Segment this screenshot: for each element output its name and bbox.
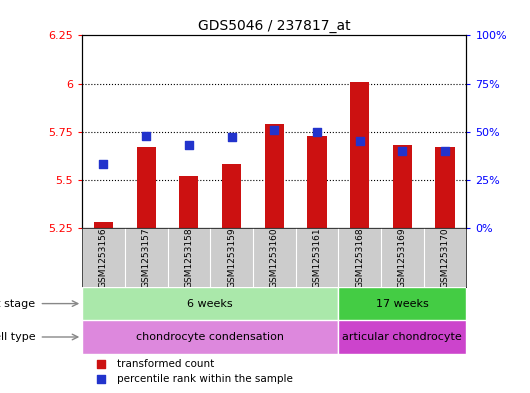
- Bar: [436, 147, 455, 228]
- Text: GSM1253157: GSM1253157: [142, 227, 151, 288]
- Bar: [350, 82, 369, 228]
- Bar: [137, 147, 156, 228]
- Point: [356, 138, 364, 144]
- Text: articular chondrocyte: articular chondrocyte: [342, 332, 462, 342]
- Text: development stage: development stage: [0, 299, 35, 309]
- Bar: [222, 164, 241, 228]
- Point: [142, 132, 151, 139]
- Point: [441, 148, 449, 154]
- Text: GSM1253169: GSM1253169: [398, 227, 407, 288]
- Title: GDS5046 / 237817_at: GDS5046 / 237817_at: [198, 19, 350, 33]
- Text: GSM1253156: GSM1253156: [99, 227, 108, 288]
- Text: GSM1253159: GSM1253159: [227, 227, 236, 288]
- Text: GSM1253161: GSM1253161: [313, 227, 322, 288]
- Bar: [82, 320, 338, 354]
- Text: 6 weeks: 6 weeks: [188, 299, 233, 309]
- Bar: [179, 176, 199, 228]
- Bar: [82, 287, 338, 320]
- Text: transformed count: transformed count: [117, 358, 214, 369]
- Text: percentile rank within the sample: percentile rank within the sample: [117, 374, 293, 384]
- Point: [97, 360, 105, 367]
- Text: GSM1253158: GSM1253158: [184, 227, 193, 288]
- Text: GSM1253168: GSM1253168: [355, 227, 364, 288]
- Bar: [94, 222, 113, 228]
- Point: [313, 129, 321, 135]
- Point: [99, 161, 108, 167]
- Point: [227, 134, 236, 141]
- Bar: [338, 287, 466, 320]
- Text: 17 weeks: 17 weeks: [376, 299, 429, 309]
- Text: chondrocyte condensation: chondrocyte condensation: [136, 332, 284, 342]
- Bar: [264, 124, 284, 228]
- Point: [270, 127, 279, 133]
- Point: [398, 148, 407, 154]
- Point: [184, 142, 193, 148]
- Bar: [338, 320, 466, 354]
- Bar: [393, 145, 412, 228]
- Text: cell type: cell type: [0, 332, 35, 342]
- Text: GSM1253170: GSM1253170: [440, 227, 449, 288]
- Bar: [307, 136, 326, 228]
- Text: GSM1253160: GSM1253160: [270, 227, 279, 288]
- Point: [97, 376, 105, 382]
